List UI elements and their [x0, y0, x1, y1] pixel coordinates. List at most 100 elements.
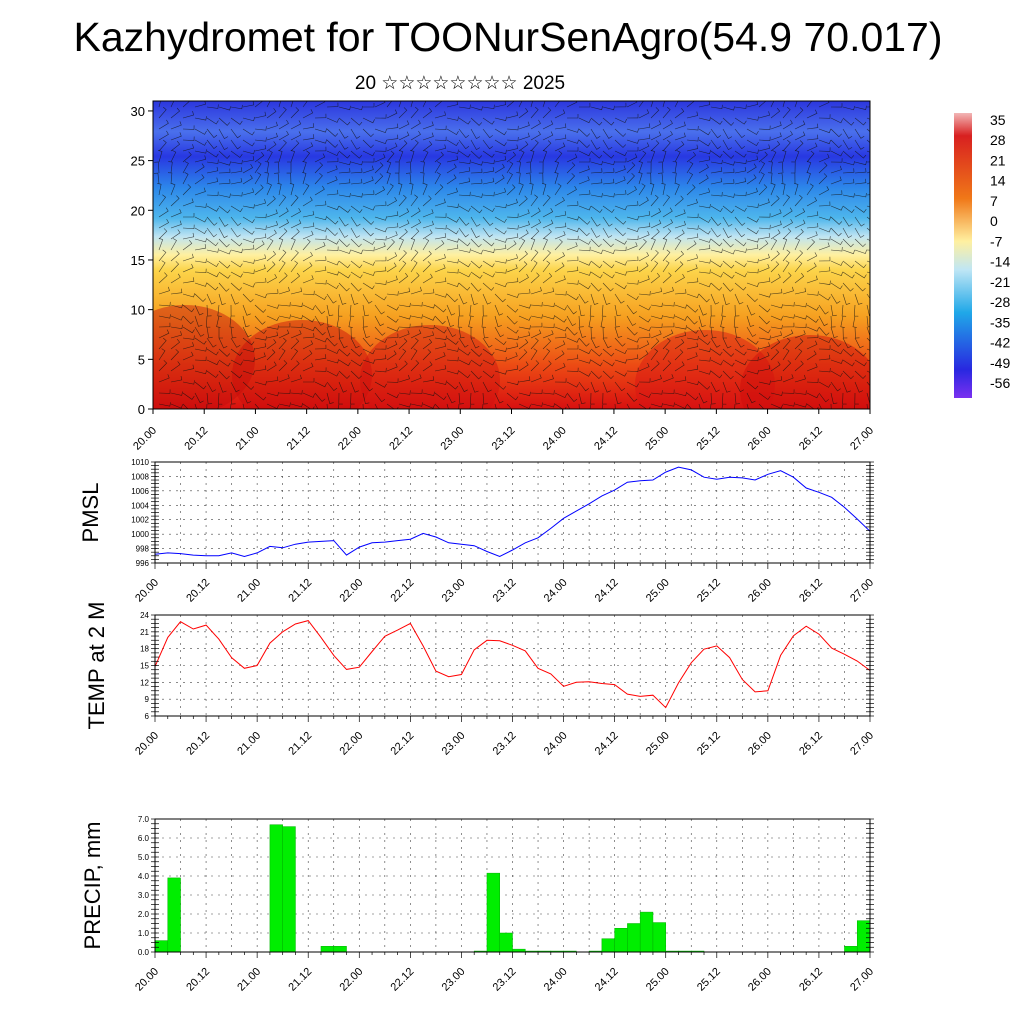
wind-barb	[566, 354, 579, 361]
wind-barb	[458, 359, 471, 366]
wind-barb	[398, 120, 410, 130]
wind-barb	[638, 238, 647, 251]
wind-barb	[806, 326, 819, 332]
wind-barb	[206, 392, 213, 405]
wind-barb	[794, 315, 807, 320]
wind-barb	[338, 139, 349, 150]
wind-barb	[290, 194, 299, 207]
wind-barb	[398, 250, 407, 262]
wind-barb	[698, 116, 711, 121]
wind-barb	[206, 282, 219, 291]
wind-barb	[542, 360, 552, 372]
wind-barb	[506, 198, 518, 207]
wind-barb	[854, 370, 867, 379]
wind-barb	[854, 282, 866, 292]
x-tick-label: 24.12	[593, 730, 621, 758]
wind-barb	[242, 150, 255, 155]
wind-barb	[542, 272, 553, 284]
wind-barb	[638, 362, 650, 372]
wind-barb	[386, 326, 399, 332]
wind-barb	[674, 229, 685, 240]
wind-barb	[746, 139, 759, 147]
wind-barb	[842, 216, 853, 227]
y-tick-label: 10	[131, 303, 145, 318]
wind-barb	[242, 337, 255, 346]
x-tick-label: 25.12	[695, 730, 723, 758]
wind-barb	[386, 161, 392, 174]
x-tick-label: 20.12	[184, 730, 212, 758]
wind-barb	[506, 172, 513, 185]
wind-barb	[229, 315, 234, 328]
wind-barb	[410, 402, 423, 407]
wind-barb	[710, 282, 723, 291]
wind-barb	[422, 391, 435, 396]
wind-barb	[170, 338, 181, 350]
wind-barb	[182, 403, 194, 409]
wind-barb	[506, 365, 519, 372]
x-tick-label: 25.00	[643, 425, 671, 453]
wind-barb	[362, 337, 374, 347]
wind-barb	[554, 403, 567, 409]
x-tick-label: 25.00	[644, 730, 672, 758]
wind-barb	[854, 337, 864, 349]
wind-barb	[230, 248, 243, 254]
wind-barb	[566, 128, 579, 133]
wind-barb	[674, 220, 686, 229]
wind-barb	[758, 403, 770, 409]
wind-barb	[254, 126, 267, 131]
wind-barb	[206, 191, 219, 196]
wind-barb	[746, 293, 758, 303]
wind-barb	[602, 271, 615, 279]
wind-barb	[506, 144, 519, 152]
wind-barb	[338, 260, 351, 269]
wind-barb	[363, 103, 375, 108]
wind-barb	[446, 392, 456, 404]
wind-barb	[614, 102, 627, 108]
wind-barb	[182, 335, 195, 340]
wind-barb	[806, 275, 818, 284]
wind-barb	[830, 370, 843, 377]
wind-barb	[506, 335, 519, 341]
wind-barb	[302, 262, 313, 273]
wind-barb	[638, 142, 650, 152]
colorbar-gradient	[954, 113, 972, 398]
wind-barb	[494, 101, 507, 108]
wind-barb	[326, 271, 339, 276]
wind-barb	[350, 117, 363, 126]
wind-barb	[278, 207, 289, 218]
wind-barb	[590, 168, 603, 174]
wind-barb	[518, 361, 529, 372]
wind-barb	[266, 361, 277, 372]
wind-barb	[530, 101, 533, 108]
wind-barb	[386, 109, 398, 119]
wind-barb	[626, 392, 638, 402]
wind-barb	[782, 360, 792, 372]
wind-barb	[194, 381, 207, 390]
wind-barb	[722, 260, 735, 269]
wind-barb	[686, 380, 699, 386]
wind-barb	[662, 238, 668, 251]
wind-barb	[758, 144, 771, 152]
wind-barb	[170, 361, 181, 372]
x-tick-label: 23.12	[491, 730, 519, 758]
wind-barb	[242, 244, 255, 251]
wind-barb	[230, 370, 243, 379]
wind-barb	[386, 363, 398, 372]
wind-barb	[818, 354, 831, 361]
wind-barb	[538, 172, 544, 185]
wind-barb	[578, 348, 591, 355]
x-tick-label: 23.12	[490, 425, 518, 453]
wind-barb	[278, 322, 291, 328]
wind-barb	[818, 304, 829, 315]
wind-barb	[614, 128, 627, 137]
wind-barb	[170, 391, 183, 396]
wind-barb	[194, 238, 207, 243]
wind-barb	[554, 333, 567, 339]
wind-barb	[662, 389, 675, 394]
wind-barb	[818, 256, 831, 262]
wind-barb	[398, 302, 411, 308]
wind-barb	[626, 139, 639, 144]
colorbar-label: -14	[990, 254, 1010, 270]
wind-barb	[590, 293, 599, 305]
wind-barb	[170, 195, 180, 207]
